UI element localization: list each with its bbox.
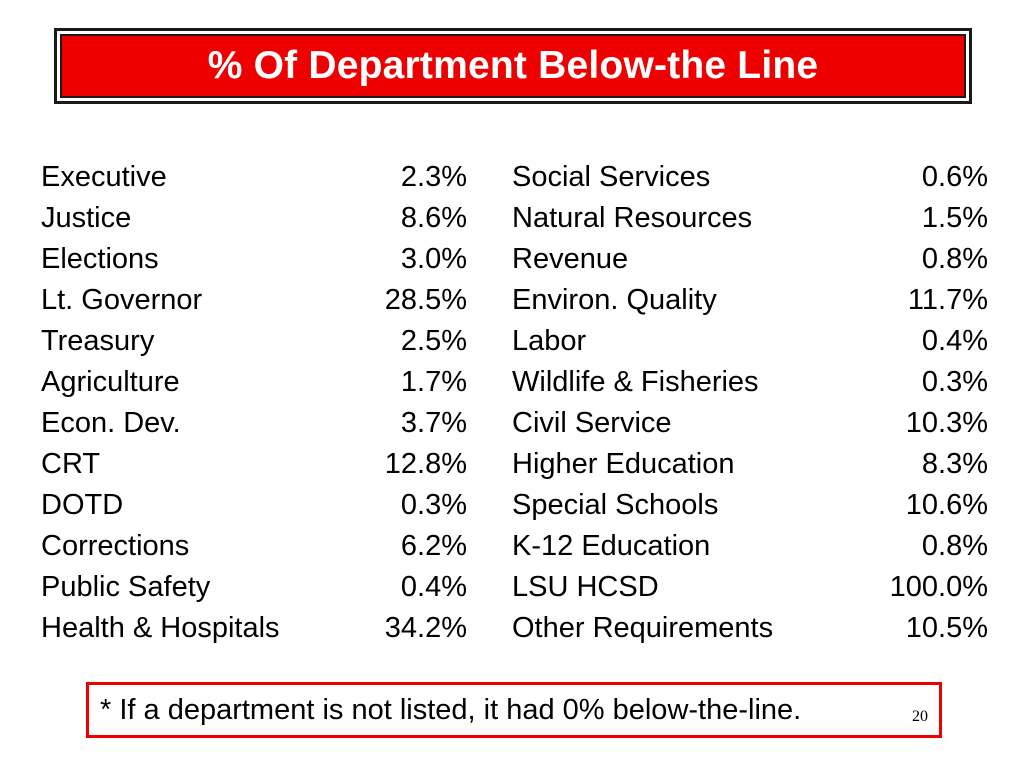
slide-title-frame: % Of Department Below-the Line [54,28,972,104]
department-row: Social Services 0.6% [512,157,988,198]
department-name: Lt. Governor [41,284,203,316]
department-name: Health & Hospitals [41,612,280,644]
slide-title-banner: % Of Department Below-the Line [60,34,966,98]
department-name: Wildlife & Fisheries [512,366,759,398]
department-percentage: 100.0% [889,571,988,603]
department-row: Executive 2.3% [41,157,467,198]
department-percentage: 1.5% [921,202,988,234]
department-percentage: 0.4% [400,571,467,603]
department-percentage: 11.7% [907,284,988,316]
department-row: Health & Hospitals 34.2% [41,608,467,649]
department-row: Econ. Dev. 3.7% [41,403,467,444]
department-percentage: 1.7% [400,366,467,398]
department-row: LSU HCSD 100.0% [512,567,988,608]
department-row: Agriculture 1.7% [41,362,467,403]
footnote: * If a department is not listed, it had … [100,693,802,726]
department-name: Econ. Dev. [41,407,181,439]
department-row: Justice 8.6% [41,198,467,239]
department-name: Agriculture [41,366,180,398]
departments-right-column: Social Services 0.6% Natural Resources 1.5%… [512,157,988,649]
departments-left-column: Executive 2.3% Justice 8.6% Elections 3.0% Lt.… [41,157,467,649]
slide-title: % Of Department Below-the Line [207,44,819,87]
department-percentage: 0.8% [921,243,988,275]
department-percentage: 0.8% [921,530,988,562]
department-row: Higher Education 8.3% [512,444,988,485]
department-name: Corrections [41,530,190,562]
department-row: Environ. Quality 11.7% [512,280,988,321]
department-name: Special Schools [512,489,719,521]
department-row: Public Safety 0.4% [41,567,467,608]
department-name: Public Safety [41,571,211,603]
department-percentage: 6.2% [400,530,467,562]
department-percentage: 10.5% [905,612,988,644]
department-row: Natural Resources 1.5% [512,198,988,239]
department-percentage: 0.3% [921,366,988,398]
department-name: CRT [41,448,101,480]
department-row: Treasury 2.5% [41,321,467,362]
department-percentage: 0.4% [921,325,988,357]
department-name: Treasury [41,325,155,357]
department-row: DOTD 0.3% [41,485,467,526]
department-percentage: 12.8% [384,448,467,480]
department-name: K-12 Education [512,530,711,562]
department-percentage: 10.3% [905,407,988,439]
department-name: Civil Service [512,407,672,439]
slide-number: 20 [912,708,928,725]
department-name: Natural Resources [512,202,753,234]
department-name: LSU HCSD [512,571,659,603]
department-name: Other Requirements [512,612,774,644]
department-name: Labor [512,325,587,357]
department-row: Other Requirements 10.5% [512,608,988,649]
department-row: Revenue 0.8% [512,239,988,280]
department-percentage: 0.6% [921,161,988,193]
department-name: Environ. Quality [512,284,717,316]
department-row: K-12 Education 0.8% [512,526,988,567]
department-percentage: 34.2% [384,612,467,644]
department-row: CRT 12.8% [41,444,467,485]
footnote-box: * If a department is not listed, it had … [86,682,942,738]
department-percentage: 2.3% [400,161,467,193]
department-row: Labor 0.4% [512,321,988,362]
department-percentage: 10.6% [905,489,988,521]
department-percentage: 0.3% [400,489,467,521]
department-name: DOTD [41,489,124,521]
department-percentage: 3.7% [400,407,467,439]
department-row: Wildlife & Fisheries 0.3% [512,362,988,403]
department-row: Civil Service 10.3% [512,403,988,444]
department-row: Elections 3.0% [41,239,467,280]
department-percentage: 2.5% [400,325,467,357]
department-row: Lt. Governor 28.5% [41,280,467,321]
department-name: Higher Education [512,448,735,480]
department-row: Special Schools 10.6% [512,485,988,526]
department-name: Social Services [512,161,711,193]
department-name: Elections [41,243,159,275]
department-name: Revenue [512,243,629,275]
department-name: Justice [41,202,132,234]
department-name: Executive [41,161,167,193]
department-percentage: 3.0% [400,243,467,275]
department-percentage: 8.3% [921,448,988,480]
department-row: Corrections 6.2% [41,526,467,567]
department-percentage: 28.5% [384,284,467,316]
department-percentage: 8.6% [400,202,467,234]
